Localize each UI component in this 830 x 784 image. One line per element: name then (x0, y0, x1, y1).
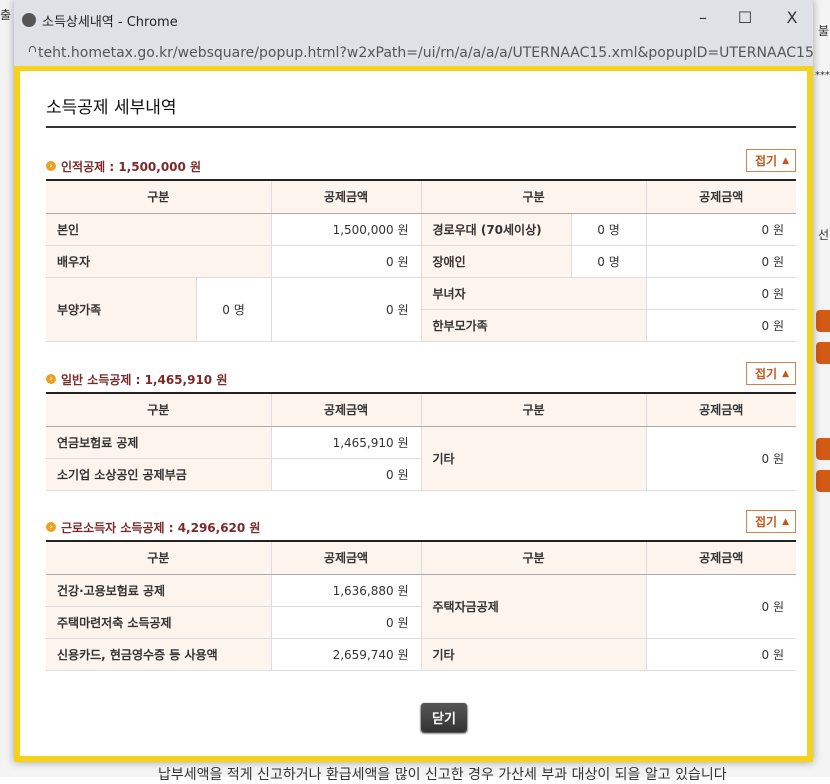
table-row: 신용카드, 현금영수증 등 사용액 2,659,740 원 기타 0 원 (46, 638, 796, 671)
header-amount: 공제금액 (270, 540, 421, 575)
fold-label: 접기 (754, 154, 778, 168)
row-label: 기타 (420, 638, 646, 671)
url-text: teht.hometax.go.kr/websquare/popup.html?… (38, 45, 813, 61)
fold-label: 접기 (754, 367, 778, 381)
window-title: 소득상세내역 - Chrome (42, 14, 178, 30)
table-row: 한부모가족 0 원 (46, 309, 796, 342)
amount: 0 원 (270, 277, 421, 342)
table-row: 건강·고용보험료 공제 1,636,880 원 주택자금공제 0 원 (46, 574, 796, 639)
row-label: 본인 (46, 213, 271, 246)
amount: 2,659,740 원 (270, 638, 421, 671)
amount: 0 원 (645, 309, 796, 342)
bg-tab-right: 불 (818, 24, 830, 38)
bullet-icon: › (46, 374, 56, 384)
row-label: 기타 (420, 426, 646, 491)
amount: 0 원 (645, 426, 796, 491)
amount: 0 원 (645, 277, 796, 310)
amount: 0 원 (270, 606, 421, 639)
amount: 0 원 (645, 245, 796, 278)
header-amount: 공제금액 (270, 392, 421, 427)
bg-notice: 납부세액을 적게 신고하거나 환급세액을 많이 신고한 경우 가산세 부과 대상… (158, 767, 727, 783)
row-label: 건강·고용보험료 공제 (46, 574, 271, 607)
table-row: 소기업 소상공인 공제부금 0 원 (46, 458, 796, 491)
close-button[interactable]: 닫기 (421, 703, 467, 732)
globe-icon (22, 13, 36, 27)
row-label: 부양가족 (46, 277, 196, 342)
header-category: 구분 (420, 392, 646, 427)
caret-up-icon: ▲ (782, 368, 789, 379)
section-title: 근로소득자 소득공제 : 4,296,620 원 (61, 520, 261, 535)
bg-orange-button (816, 342, 830, 364)
row-label: 신용카드, 현금영수증 등 사용액 (46, 638, 271, 671)
amount: 0 원 (645, 213, 796, 246)
bullet-icon: › (46, 161, 56, 171)
header-category: 구분 (46, 392, 271, 427)
section-personal-deduction: › 인적공제 : 1,500,000 원 접기 ▲ 구분 공제금액 구분 공제금액 본인 1… (46, 149, 796, 342)
address-bar[interactable]: teht.hometax.go.kr/websquare/popup.html?… (14, 40, 813, 66)
amount: 0 원 (645, 574, 796, 639)
amount: 1,465,910 원 (270, 426, 421, 459)
header-amount: 공제금액 (645, 540, 796, 575)
bg-orange-button (816, 470, 830, 492)
popup-content: 소득공제 세부내역 › 인적공제 : 1,500,000 원 접기 ▲ 구분 공제금액… (14, 66, 813, 762)
count: 0 명 (195, 277, 271, 342)
deduction-table: 구분 공제금액 구분 공제금액 본인 1,500,000 원 경로우대 (70세이상) 0 … (46, 179, 796, 342)
fold-label: 접기 (754, 515, 778, 529)
count: 0 명 (570, 245, 646, 278)
amount: 0 원 (270, 458, 421, 491)
header-amount: 공제금액 (645, 179, 796, 214)
row-label: 부녀자 (420, 277, 646, 310)
fold-button[interactable]: 접기 ▲ (745, 510, 796, 533)
row-label: 배우자 (46, 245, 271, 278)
row-label: 한부모가족 (420, 309, 646, 342)
bg-orange-button (816, 438, 830, 460)
fold-button[interactable]: 접기 ▲ (745, 362, 796, 385)
caret-up-icon: ▲ (782, 516, 789, 527)
page-title: 소득공제 세부내역 (46, 98, 177, 118)
table-row: 주택마련저축 소득공제 0 원 (46, 606, 796, 639)
row-label: 경로우대 (70세이상) (420, 213, 571, 246)
count: 0 명 (570, 213, 646, 246)
table-row: 연금보험료 공제 1,465,910 원 기타 0 원 (46, 426, 796, 491)
amount: 1,500,000 원 (270, 213, 421, 246)
title-divider (46, 126, 796, 128)
row-label: 주택마련저축 소득공제 (46, 606, 271, 639)
section-general-deduction: › 일반 소득공제 : 1,465,910 원 접기 ▲ 구분 공제금액 구분 공제금액 … (46, 362, 796, 491)
row-label: 소기업 소상공인 공제부금 (46, 458, 271, 491)
amount: 0 원 (270, 245, 421, 278)
bg-stars: *** (815, 70, 830, 81)
bg-orange-button (816, 310, 830, 332)
header-category: 구분 (420, 540, 646, 575)
deduction-table: 구분 공제금액 구분 공제금액 연금보험료 공제 1,465,910 원 기타 0 원 소기… (46, 392, 796, 491)
header-amount: 공제금액 (270, 179, 421, 214)
caret-up-icon: ▲ (782, 155, 789, 166)
bg-tab: 출 (0, 8, 12, 22)
popup-window: 소득상세내역 - Chrome – ☐ X teht.hometax.go.kr… (14, 0, 813, 762)
maximize-button[interactable]: ☐ (737, 8, 753, 27)
header-category: 구분 (46, 179, 271, 214)
header-category: 구분 (46, 540, 271, 575)
minimize-button[interactable]: – (699, 8, 707, 27)
bullet-icon: › (46, 522, 56, 532)
bg-button: 선 (818, 228, 830, 242)
row-label: 주택자금공제 (420, 574, 646, 639)
amount: 0 원 (645, 638, 796, 671)
fold-button[interactable]: 접기 ▲ (745, 149, 796, 172)
row-label: 장애인 (420, 245, 571, 278)
deduction-table: 구분 공제금액 구분 공제금액 건강·고용보험료 공제 1,636,880 원 주택자금공… (46, 540, 796, 671)
close-window-button[interactable]: X (786, 8, 798, 27)
section-earned-income-deduction: › 근로소득자 소득공제 : 4,296,620 원 접기 ▲ 구분 공제금액 구분 공제… (46, 510, 796, 671)
section-title: 인적공제 : 1,500,000 원 (61, 159, 202, 174)
section-title: 일반 소득공제 : 1,465,910 원 (61, 372, 228, 387)
header-category: 구분 (420, 179, 646, 214)
title-bar: 소득상세내역 - Chrome – ☐ X (14, 0, 813, 40)
header-amount: 공제금액 (645, 392, 796, 427)
row-label: 연금보험료 공제 (46, 426, 271, 459)
amount: 1,636,880 원 (270, 574, 421, 607)
